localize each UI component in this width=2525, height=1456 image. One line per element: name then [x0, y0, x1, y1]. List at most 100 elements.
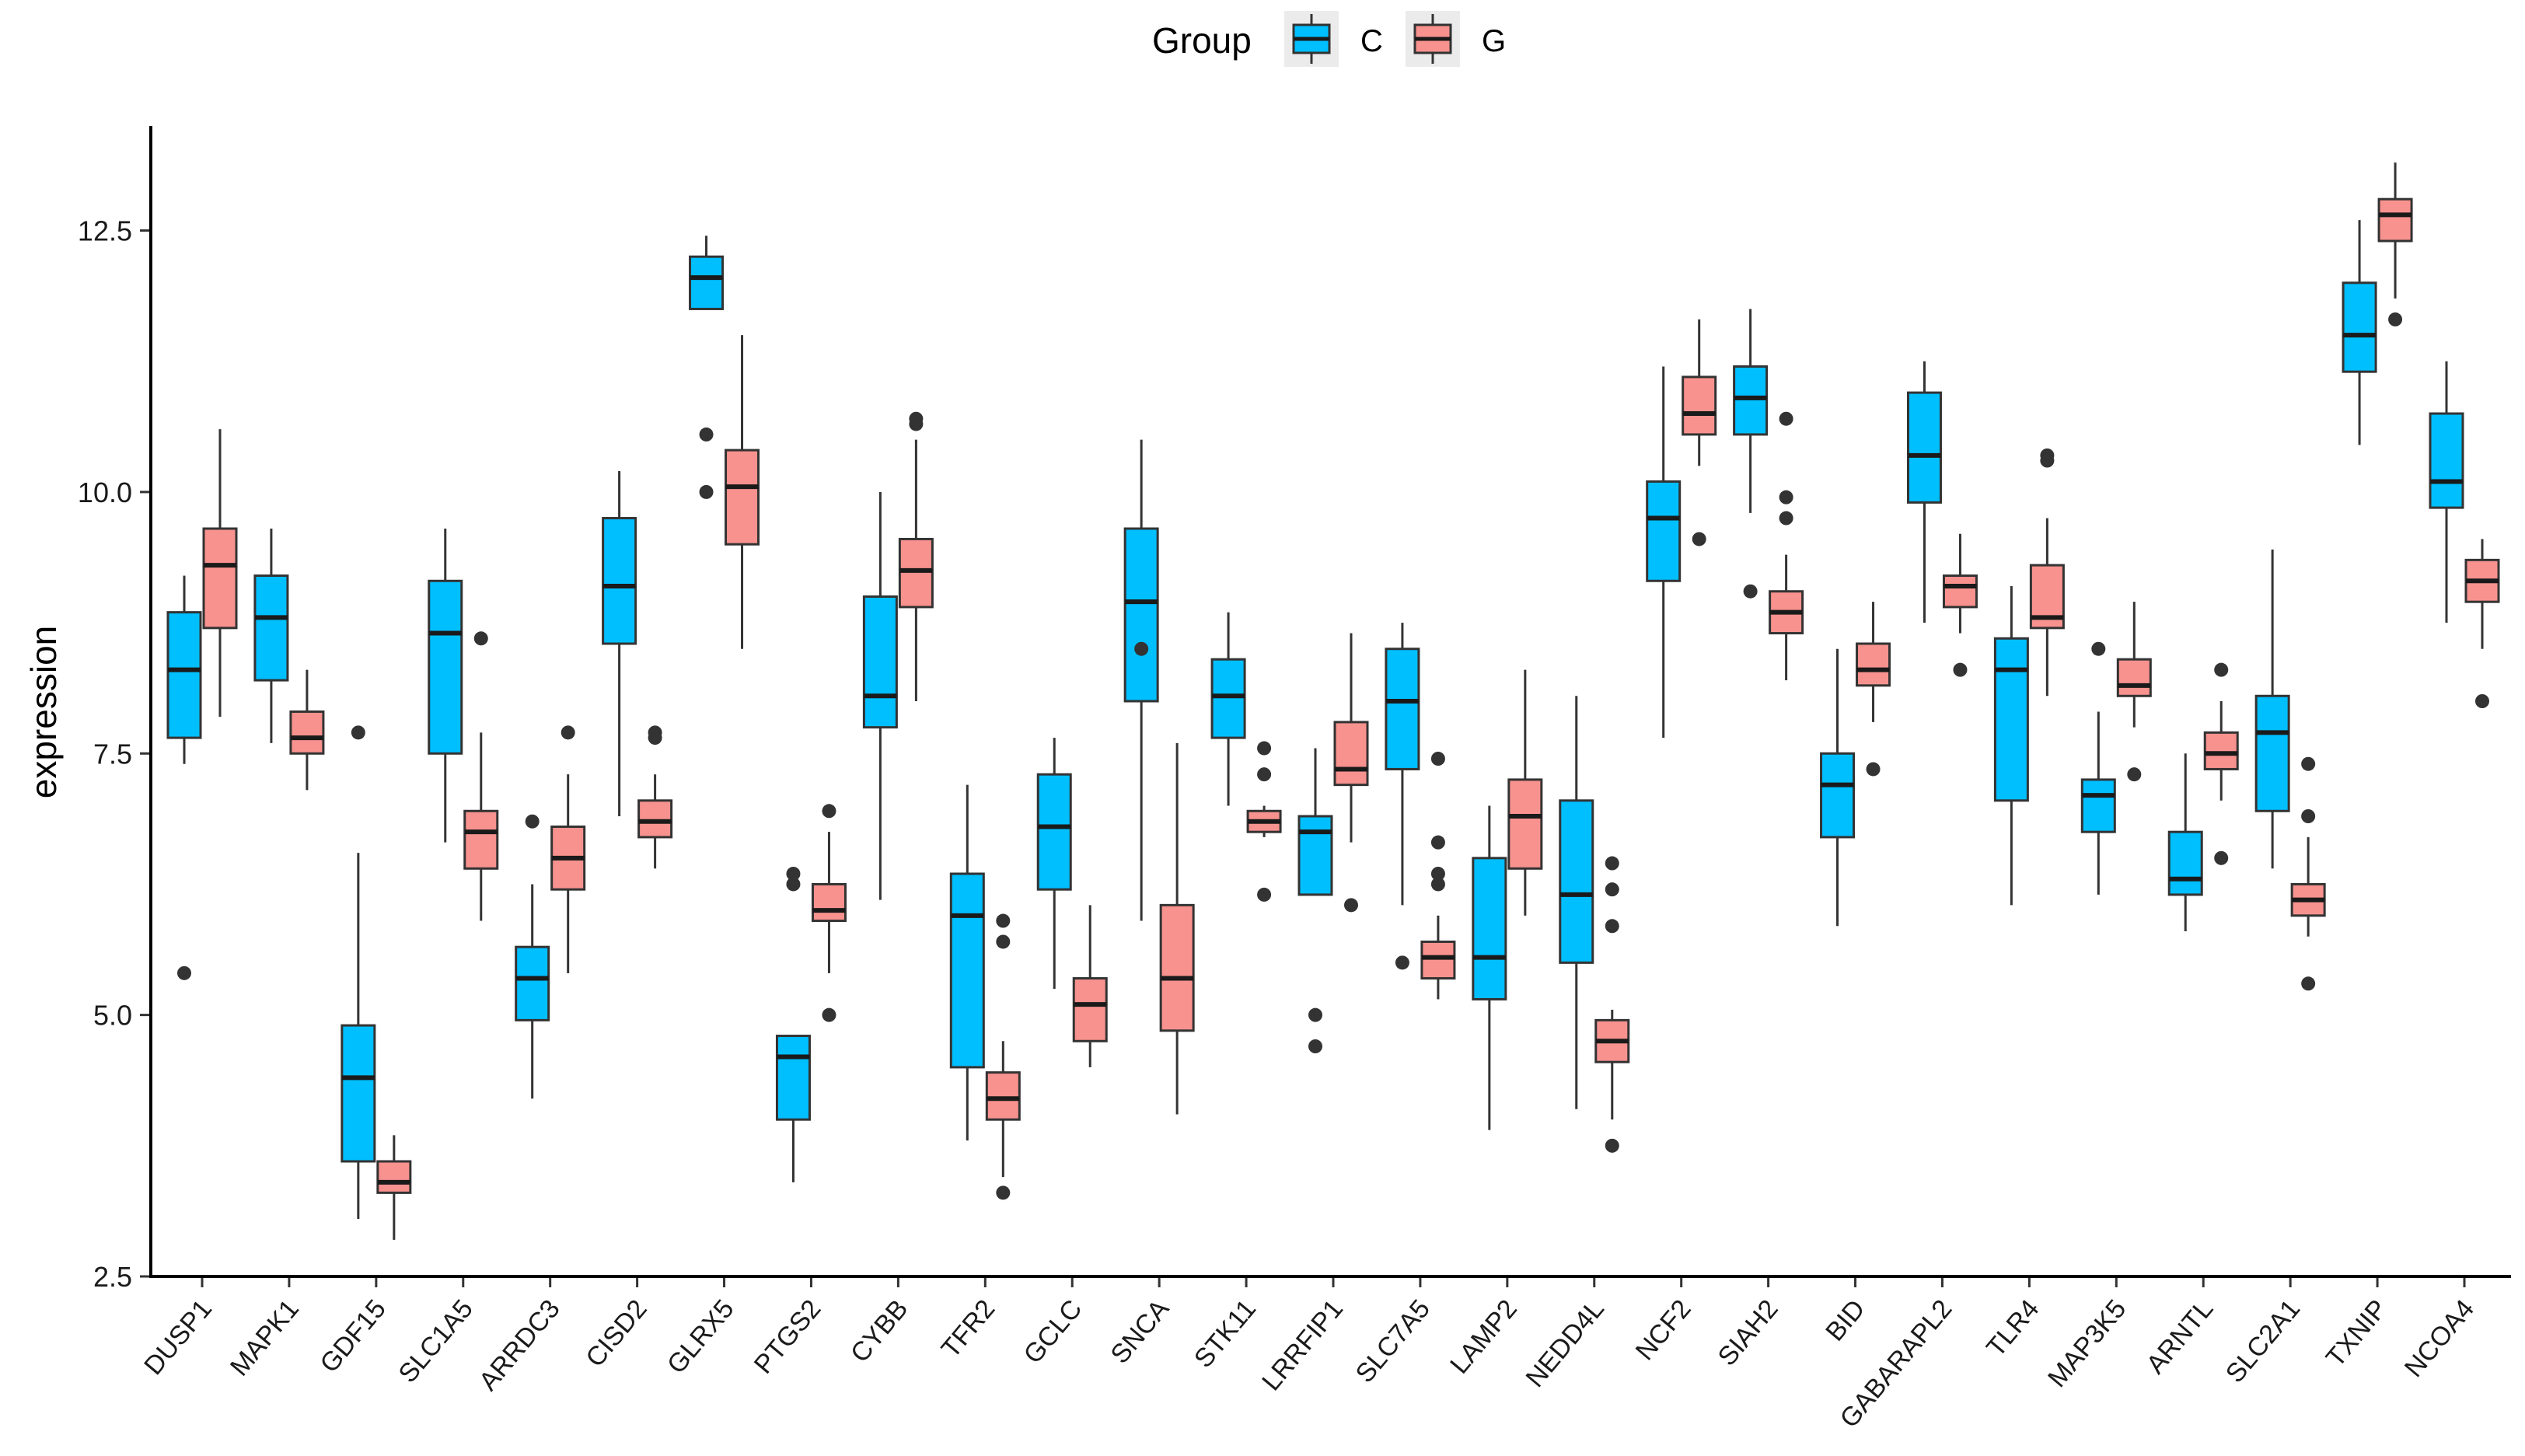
iqr-box [463, 809, 499, 870]
outlier-point [1430, 877, 1445, 892]
box-slc7a5-g [1420, 752, 1456, 1000]
iqr-box [289, 710, 325, 755]
outlier-point [473, 631, 488, 646]
box-arntl-g [2203, 662, 2239, 865]
outlier-point [822, 1007, 836, 1022]
outlier-point [909, 417, 924, 431]
outlier-point [1430, 835, 1445, 850]
legend-label-g: G [1482, 24, 1506, 58]
iqr-box [1856, 642, 1891, 687]
x-tick-label-nedd4l: NEDD4L [1521, 1294, 1610, 1393]
y-axis-ticks: 2.5 5.0 7.5 10.0 12.5 [78, 215, 151, 1293]
iqr-box [2203, 731, 2239, 770]
outlier-point [2127, 767, 2142, 782]
box-txnip-g [2377, 162, 2413, 326]
iqr-box [949, 872, 985, 1069]
box-dusp1-g [202, 429, 238, 718]
outlier-point [1605, 856, 1619, 871]
iqr-box [1507, 778, 1543, 870]
box-snca-c [1123, 439, 1159, 921]
iqr-box [2167, 830, 2203, 896]
x-tick-label-slc2a1: SLC2A1 [2220, 1294, 2307, 1388]
box-tlr4-c [1993, 586, 2029, 906]
iqr-box [2080, 778, 2116, 833]
iqr-box [515, 945, 550, 1021]
box-arntl-c [2167, 753, 2203, 931]
iqr-box [1159, 903, 1195, 1032]
box-bid-c [1820, 648, 1856, 927]
x-tick-label-siah2: SIAH2 [1712, 1294, 1783, 1372]
x-tick-label-snca: SNCA [1105, 1294, 1175, 1369]
iqr-box [1297, 815, 1333, 896]
iqr-box [985, 1071, 1021, 1121]
outlier-point [1605, 919, 1619, 934]
iqr-box [341, 1024, 376, 1163]
iqr-box [2342, 281, 2377, 373]
y-tick-label: 5.0 [93, 1000, 132, 1032]
outlier-point [1257, 741, 1272, 756]
box-stk11-c [1210, 612, 1246, 806]
outlier-point [2301, 809, 2316, 823]
iqr-box [1820, 752, 1856, 839]
outlier-point [1605, 1138, 1619, 1153]
box-gabarapl2-g [1942, 533, 1978, 677]
iqr-box [1072, 977, 1108, 1042]
iqr-box [1646, 480, 1682, 582]
x-tick-label-slc1a5: SLC1A5 [393, 1294, 479, 1388]
outlier-point [1308, 1039, 1322, 1053]
box-ncoa4-g [2464, 539, 2500, 708]
box-ncoa4-c [2429, 361, 2464, 623]
iqr-box [898, 537, 934, 609]
x-tick-label-ncoa4: NCOA4 [2399, 1294, 2480, 1383]
iqr-box [2116, 658, 2152, 697]
box-nedd4l-c [1559, 696, 1594, 1109]
box-cybb-g [898, 411, 934, 701]
outlier-point [2388, 312, 2403, 326]
outlier-point [2214, 850, 2229, 865]
legend-entry-g: G [1406, 11, 1506, 67]
iqr-box [1385, 648, 1420, 770]
x-tick-label-glrx5: GLRX5 [662, 1294, 740, 1380]
outlier-point [1430, 752, 1445, 766]
iqr-box [775, 1035, 811, 1121]
outlier-point [786, 867, 801, 881]
x-tick-label-lamp2: LAMP2 [1444, 1294, 1523, 1380]
outlier-point [2040, 453, 2055, 468]
y-axis-title: expression [23, 626, 64, 798]
box-gdf15-g [376, 1135, 412, 1240]
box-glrx5-g [725, 335, 760, 649]
iqr-box [1682, 375, 1717, 436]
iqr-box [689, 255, 725, 310]
box-slc1a5-g [463, 631, 499, 921]
iqr-box [2377, 197, 2413, 243]
y-tick-label: 7.5 [93, 738, 132, 770]
outlier-point [1344, 898, 1358, 913]
box-groups [166, 162, 2500, 1240]
box-map3k5-c [2080, 641, 2116, 895]
outlier-point [996, 1185, 1011, 1200]
box-ncf2-c [1646, 366, 1682, 738]
box-siah2-g [1769, 411, 1804, 681]
x-tick-label-gclc: GCLC [1018, 1294, 1088, 1370]
box-lrrfip1-c [1297, 748, 1333, 1053]
box-gclc-g [1072, 905, 1108, 1067]
x-tick-label-slc7a5: SLC7A5 [1350, 1294, 1437, 1388]
iqr-box [1420, 940, 1456, 980]
legend-label-c: C [1360, 24, 1383, 58]
legend: Group C G [1152, 11, 1506, 67]
outlier-point [1605, 882, 1619, 897]
iqr-box [253, 574, 289, 682]
outlier-point [1430, 867, 1445, 881]
y-tick-label: 2.5 [93, 1261, 132, 1293]
box-map3k5-g [2116, 602, 2152, 782]
iqr-box [811, 882, 847, 923]
iqr-box [1559, 799, 1594, 964]
iqr-box [1906, 391, 1942, 504]
x-tick-label-cybb: CYBB [845, 1294, 914, 1368]
outlier-point [648, 731, 662, 745]
box-txnip-c [2342, 220, 2377, 445]
box-cisd2-c [602, 471, 637, 816]
box-mapk1-c [253, 529, 289, 743]
box-lamp2-g [1507, 669, 1543, 916]
